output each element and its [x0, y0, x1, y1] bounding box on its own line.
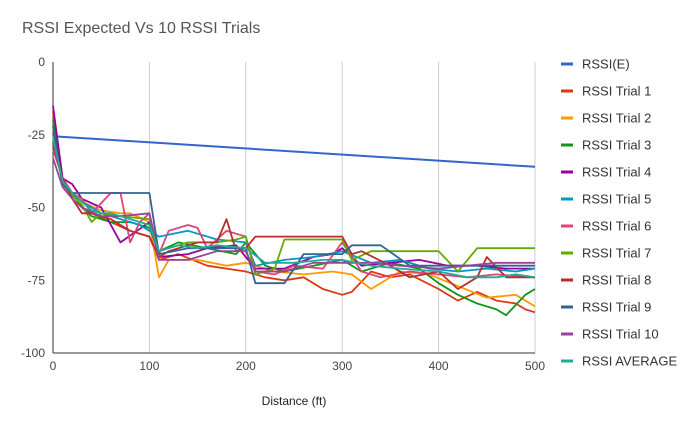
legend-label: RSSI Trial 6 [582, 219, 651, 234]
chart-title: RSSI Expected Vs 10 RSSI Trials [22, 20, 261, 37]
y-tick-label: -100 [21, 346, 45, 360]
x-tick-label: 300 [332, 359, 352, 373]
x-tick-label: 200 [236, 359, 256, 373]
series-line-rssi-trial-4 [52, 105, 535, 270]
legend-label: RSSI(E) [582, 57, 630, 72]
x-tick-label: 500 [525, 359, 545, 373]
series-line-rssi-trial-10 [52, 157, 535, 273]
legend-label: RSSI Trial 2 [582, 111, 651, 126]
legend-label: RSSI AVERAGE [582, 354, 677, 369]
x-axis-title: Distance (ft) [262, 394, 327, 408]
legend-label: RSSI Trial 5 [582, 192, 651, 207]
legend-label: RSSI Trial 8 [582, 273, 651, 288]
legend-label: RSSI Trial 4 [582, 165, 651, 180]
x-tick-label: 400 [429, 359, 449, 373]
x-tick-label: 0 [50, 359, 57, 373]
legend-label: RSSI Trial 1 [582, 84, 651, 99]
series-line-rssi-average [52, 137, 536, 279]
legend: RSSI(E) RSSI Trial 1 RSSI Trial 2 RSSI Tria… [561, 57, 677, 369]
x-tick-label: 100 [139, 359, 159, 373]
series-layer [52, 105, 536, 317]
y-tick-label: -25 [28, 128, 46, 142]
legend-label: RSSI Trial 3 [582, 138, 651, 153]
y-tick-label: -75 [28, 273, 46, 287]
axis-layer: 0 100 200 300 400 500 0 -25 -50 -75 -100 Distance (… [21, 55, 545, 408]
grid-layer [148, 62, 536, 353]
series-line-rssi-trial-5 [52, 134, 536, 273]
legend-label: RSSI Trial 7 [582, 246, 651, 261]
y-tick-label: 0 [38, 55, 45, 69]
y-tick-label: -50 [28, 201, 46, 215]
series-line-rssi-trial-3 [52, 120, 536, 317]
legend-label: RSSI Trial 10 [582, 327, 659, 342]
legend-label: RSSI Trial 9 [582, 300, 651, 315]
series-line-rssi-expected [52, 135, 536, 168]
series-line-rssi-trial-2 [52, 125, 536, 308]
series-line-rssi-trial-7 [52, 134, 535, 276]
